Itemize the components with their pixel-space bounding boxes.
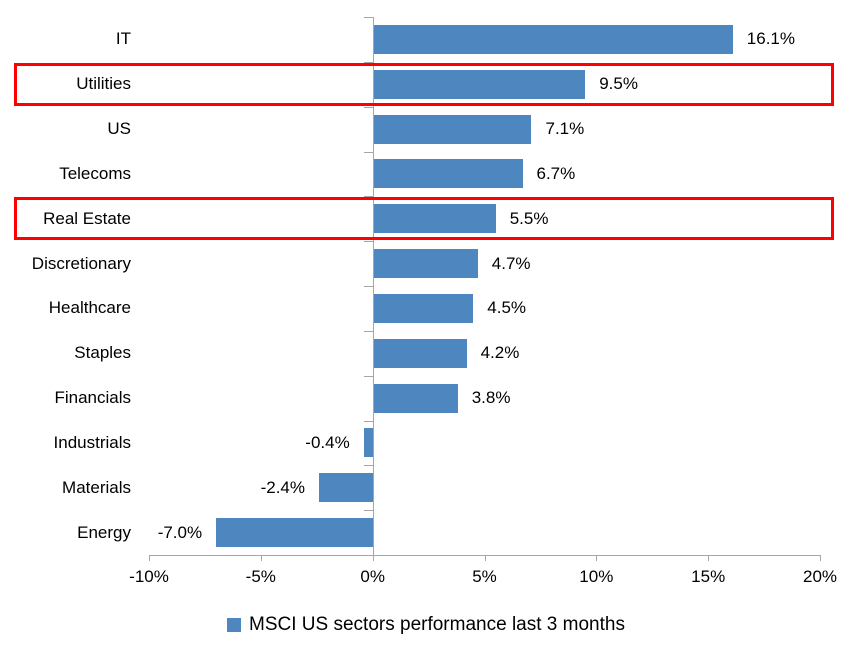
bar [372, 24, 733, 54]
y-axis-tick [364, 106, 373, 108]
value-label: 9.5% [599, 74, 638, 94]
value-label: -0.4% [305, 432, 350, 452]
y-axis-tick [364, 241, 373, 243]
category-label: Materials [62, 477, 131, 497]
y-axis-tick [364, 420, 373, 422]
value-label: 4.2% [480, 343, 520, 363]
bar [372, 69, 586, 99]
bar [319, 473, 373, 503]
bar [372, 114, 532, 144]
bar [372, 383, 458, 413]
value-label: 5.5% [509, 208, 549, 228]
highlight-box-real-estate [14, 197, 834, 241]
category-label: Healthcare [48, 298, 131, 318]
value-label: 16.1% [746, 29, 795, 49]
bar [216, 518, 373, 548]
x-axis-tick [708, 555, 710, 561]
bar [372, 204, 496, 234]
bar [372, 159, 523, 189]
x-tick-label: 5% [472, 567, 497, 586]
y-axis-line [373, 17, 374, 561]
category-label: Industrials [53, 432, 131, 452]
legend-marker-icon [227, 618, 242, 632]
bar [372, 338, 467, 368]
legend: MSCI US sectors performance last 3 month… [0, 610, 852, 640]
x-axis-tick [260, 555, 262, 561]
x-tick-label: 20% [802, 567, 838, 586]
value-label: 4.7% [491, 253, 531, 273]
category-label: Utilities [76, 74, 131, 94]
x-tick-label: 15% [691, 567, 726, 586]
x-axis-tick [484, 555, 486, 561]
value-label: -2.4% [260, 477, 305, 497]
category-label: Telecoms [59, 163, 131, 183]
legend-label: MSCI US sectors performance last 3 month… [249, 614, 625, 635]
value-label: -7.0% [157, 522, 203, 542]
y-axis-tick [364, 196, 373, 198]
x-axis-tick [149, 555, 150, 561]
value-label: 6.7% [536, 163, 576, 183]
category-label: IT [115, 29, 131, 49]
category-label: Discretionary [31, 253, 131, 273]
category-label: Financials [54, 388, 131, 408]
y-axis-tick [364, 375, 373, 377]
y-axis-tick [364, 151, 373, 153]
x-axis-tick [596, 555, 598, 561]
bar [372, 293, 474, 323]
y-axis-tick [364, 510, 373, 512]
bar [372, 249, 478, 279]
bar [363, 428, 373, 458]
x-axis-tick [372, 555, 374, 561]
value-label: 7.1% [545, 119, 585, 139]
value-label: 4.5% [487, 298, 527, 318]
category-label: Staples [74, 343, 131, 363]
category-label: US [107, 119, 131, 139]
highlight-box-utilities [14, 62, 834, 106]
y-axis-tick [364, 465, 373, 467]
category-label: Energy [77, 522, 131, 542]
y-axis-tick [364, 17, 373, 18]
x-axis-tick [820, 555, 821, 561]
x-tick-label: 10% [579, 567, 614, 586]
y-axis-tick [364, 61, 373, 63]
category-label: Real Estate [43, 208, 131, 228]
x-tick-label: 0% [360, 567, 385, 586]
y-axis-tick [364, 286, 373, 287]
value-label: 3.8% [471, 388, 511, 408]
x-tick-label: -10% [129, 567, 169, 586]
y-axis-tick [364, 330, 373, 332]
x-tick-label: -5% [245, 567, 276, 586]
